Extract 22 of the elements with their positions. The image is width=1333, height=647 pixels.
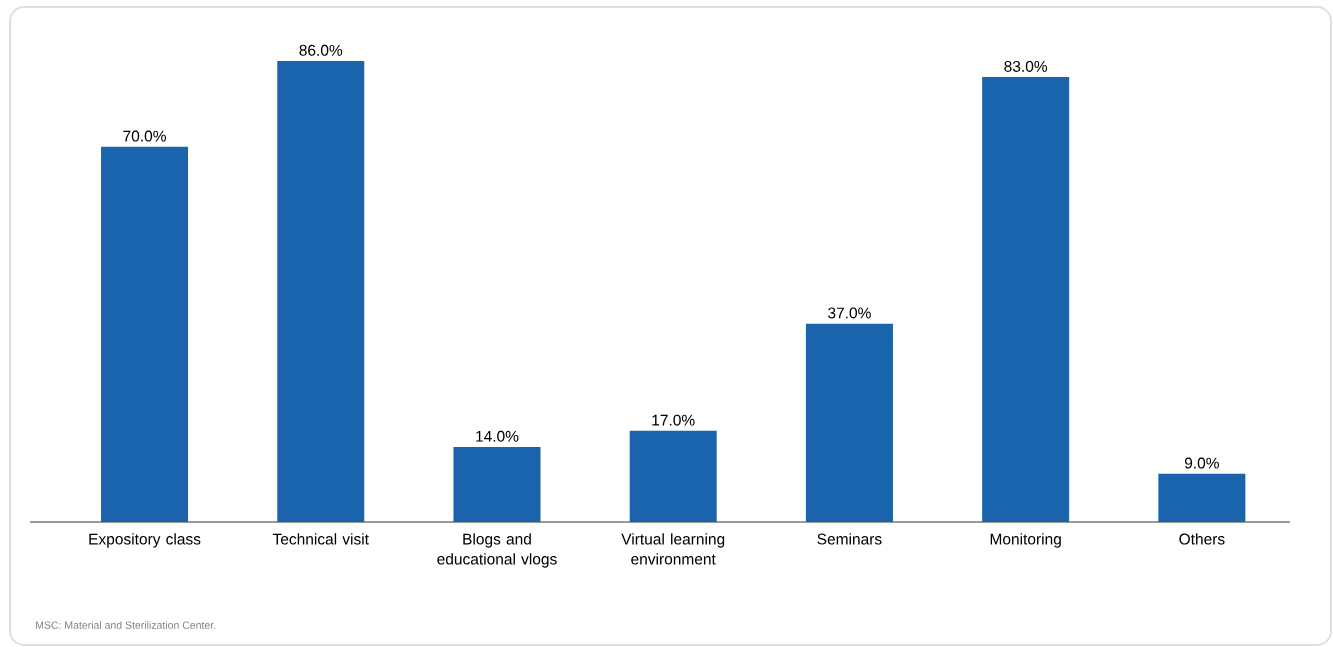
bar — [1158, 473, 1246, 522]
data-label: 70.0% — [123, 130, 166, 142]
data-label: 17.0% — [652, 414, 695, 426]
bar — [629, 430, 717, 522]
x-tick-label: Others — [1179, 533, 1225, 545]
bar — [453, 446, 541, 522]
x-tick-label: Technical visit — [272, 533, 369, 545]
x-tick-label: Expository class — [89, 533, 201, 548]
data-label: 86.0% — [299, 44, 343, 56]
text: MSC: Material and Sterilization Center. — [36, 621, 216, 629]
bar — [805, 323, 893, 522]
bar — [101, 146, 189, 522]
x-tick-label: Seminars — [817, 533, 882, 545]
x-tick-label: Monitoring — [990, 533, 1061, 548]
bar — [277, 61, 365, 522]
bar — [982, 77, 1070, 522]
data-label: 37.0% — [828, 307, 871, 319]
x-tick-label: Blogs and educational vlogs — [437, 533, 557, 568]
x-tick-label: Virtual learning environment — [621, 533, 725, 565]
data-label: 14.0% — [476, 430, 519, 442]
data-label: 83.0% — [1004, 60, 1048, 72]
data-label: 9.0% — [1184, 457, 1219, 469]
